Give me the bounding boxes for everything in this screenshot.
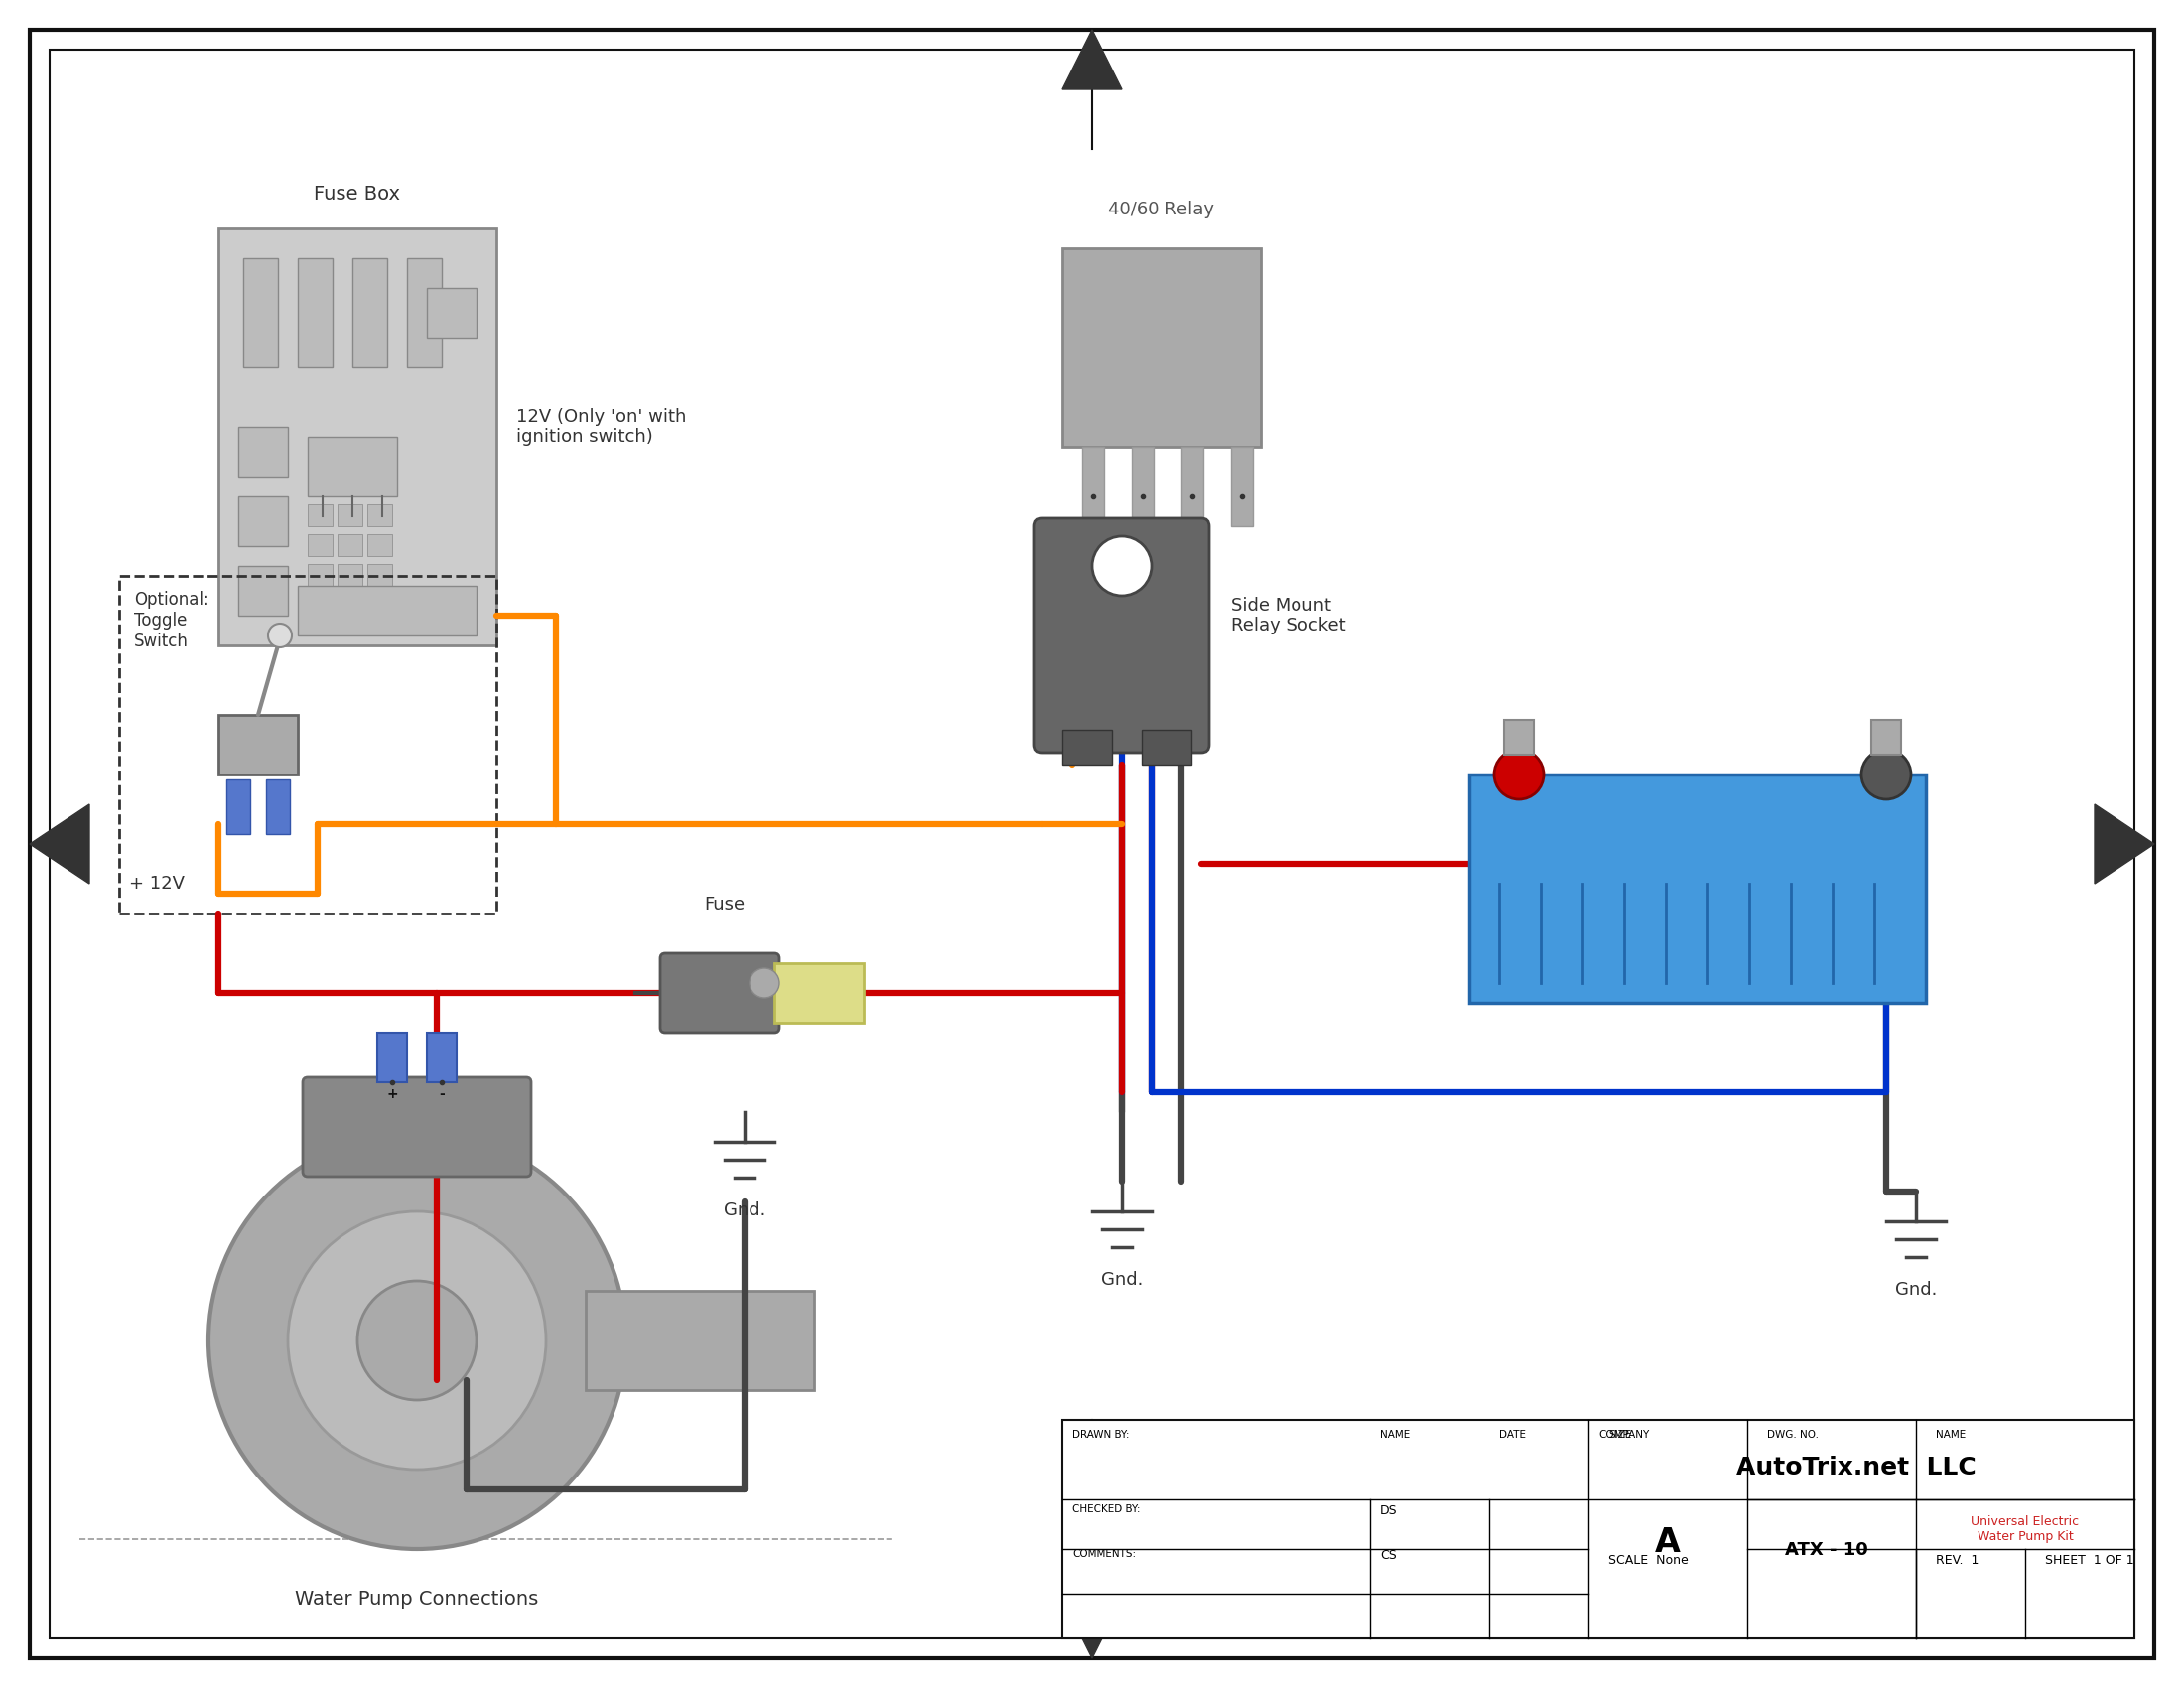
FancyBboxPatch shape <box>238 565 288 616</box>
FancyBboxPatch shape <box>352 258 387 368</box>
FancyBboxPatch shape <box>218 716 297 775</box>
Text: AutoTrix.net  LLC: AutoTrix.net LLC <box>1736 1455 1977 1479</box>
FancyBboxPatch shape <box>1872 719 1900 755</box>
FancyBboxPatch shape <box>1232 447 1254 527</box>
FancyBboxPatch shape <box>367 594 393 616</box>
FancyBboxPatch shape <box>378 1033 406 1082</box>
FancyBboxPatch shape <box>426 1033 456 1082</box>
Circle shape <box>1861 749 1911 800</box>
FancyBboxPatch shape <box>266 780 290 834</box>
Circle shape <box>1092 537 1151 596</box>
FancyBboxPatch shape <box>297 258 332 368</box>
FancyBboxPatch shape <box>238 427 288 476</box>
Text: 12V (Only 'on' with
ignition switch): 12V (Only 'on' with ignition switch) <box>515 408 686 446</box>
Text: COMPANY: COMPANY <box>1599 1430 1649 1440</box>
Text: Gnd.: Gnd. <box>1896 1281 1937 1298</box>
Text: Fuse Box: Fuse Box <box>314 184 400 204</box>
FancyBboxPatch shape <box>1182 447 1203 527</box>
FancyBboxPatch shape <box>1061 248 1260 447</box>
FancyBboxPatch shape <box>1035 518 1210 753</box>
Text: Water Pump Connections: Water Pump Connections <box>295 1588 539 1609</box>
Text: CHECKED BY:: CHECKED BY: <box>1072 1504 1140 1514</box>
FancyBboxPatch shape <box>308 533 332 555</box>
Circle shape <box>358 1281 476 1399</box>
Text: + 12V: + 12V <box>129 874 186 893</box>
Text: -: - <box>439 1087 446 1101</box>
FancyBboxPatch shape <box>367 564 393 586</box>
FancyBboxPatch shape <box>308 564 332 586</box>
Text: Optional:
Toggle
Switch: Optional: Toggle Switch <box>133 591 210 650</box>
FancyBboxPatch shape <box>1131 447 1153 527</box>
FancyBboxPatch shape <box>339 505 363 527</box>
FancyBboxPatch shape <box>426 289 476 338</box>
FancyBboxPatch shape <box>242 258 277 368</box>
Text: A: A <box>1655 1526 1682 1560</box>
FancyBboxPatch shape <box>660 954 780 1033</box>
Polygon shape <box>31 803 90 885</box>
Text: COMMENTS:: COMMENTS: <box>1072 1550 1136 1560</box>
FancyBboxPatch shape <box>775 964 863 1023</box>
FancyBboxPatch shape <box>1470 775 1926 1003</box>
Text: DATE: DATE <box>1498 1430 1527 1440</box>
FancyBboxPatch shape <box>1061 1420 2134 1639</box>
FancyBboxPatch shape <box>308 437 397 496</box>
Text: Gnd.: Gnd. <box>723 1202 767 1219</box>
Text: Gnd.: Gnd. <box>1101 1271 1142 1290</box>
Text: Fuse: Fuse <box>703 896 745 913</box>
Text: Side Mount
Relay Socket: Side Mount Relay Socket <box>1232 596 1345 635</box>
Text: 40/60 Relay: 40/60 Relay <box>1107 201 1214 218</box>
Text: SCALE  None: SCALE None <box>1607 1555 1688 1566</box>
FancyBboxPatch shape <box>297 586 476 635</box>
Text: ATX - 10: ATX - 10 <box>1784 1541 1867 1560</box>
Text: SIZE: SIZE <box>1607 1430 1631 1440</box>
Text: CS: CS <box>1380 1550 1396 1561</box>
Polygon shape <box>1061 1599 1123 1658</box>
Text: +: + <box>387 1087 397 1101</box>
FancyBboxPatch shape <box>308 505 332 527</box>
FancyBboxPatch shape <box>339 564 363 586</box>
FancyBboxPatch shape <box>1081 447 1103 527</box>
Polygon shape <box>2094 803 2153 885</box>
Circle shape <box>749 969 780 998</box>
FancyBboxPatch shape <box>339 533 363 555</box>
FancyBboxPatch shape <box>238 496 288 547</box>
Text: NAME: NAME <box>1380 1430 1411 1440</box>
FancyBboxPatch shape <box>308 594 332 616</box>
Circle shape <box>207 1133 625 1550</box>
Text: NAME: NAME <box>1935 1430 1966 1440</box>
Text: DS: DS <box>1380 1504 1398 1518</box>
FancyBboxPatch shape <box>367 533 393 555</box>
Circle shape <box>269 623 293 648</box>
Circle shape <box>288 1212 546 1470</box>
FancyBboxPatch shape <box>1505 719 1533 755</box>
Circle shape <box>1494 749 1544 800</box>
FancyBboxPatch shape <box>339 594 363 616</box>
Text: DRAWN BY:: DRAWN BY: <box>1072 1430 1129 1440</box>
FancyBboxPatch shape <box>406 258 441 368</box>
FancyBboxPatch shape <box>1142 729 1190 765</box>
FancyBboxPatch shape <box>227 780 251 834</box>
FancyBboxPatch shape <box>367 505 393 527</box>
FancyBboxPatch shape <box>585 1291 815 1391</box>
Text: Universal Electric
Water Pump Kit: Universal Electric Water Pump Kit <box>1970 1516 2079 1543</box>
Text: SHEET  1 OF 1: SHEET 1 OF 1 <box>2044 1555 2134 1566</box>
Text: DWG. NO.: DWG. NO. <box>1767 1430 1819 1440</box>
Polygon shape <box>1061 30 1123 89</box>
FancyBboxPatch shape <box>1061 729 1112 765</box>
FancyBboxPatch shape <box>304 1077 531 1177</box>
Text: REV.  1: REV. 1 <box>1935 1555 1979 1566</box>
FancyBboxPatch shape <box>218 228 496 645</box>
